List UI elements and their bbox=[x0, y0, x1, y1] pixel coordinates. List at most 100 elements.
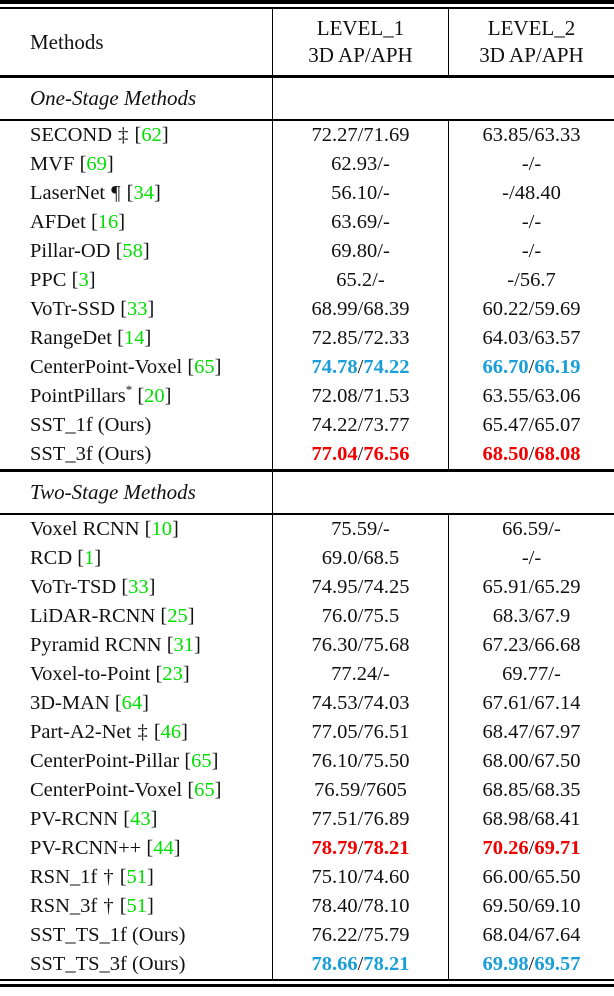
level2-cell-ap: 68.00 bbox=[482, 750, 529, 772]
level1-cell-ap: 77.05 bbox=[311, 721, 358, 743]
level1-cell-ap: 74.53 bbox=[311, 692, 358, 714]
level1-cell-ap: 69.80 bbox=[331, 240, 378, 262]
level1-cell-aph: 74.60 bbox=[363, 866, 410, 888]
slash-separator: / bbox=[528, 750, 535, 772]
slash-separator: / bbox=[528, 414, 535, 436]
table-row: Voxel RCNN [10] 75.59/- 66.59/- bbox=[0, 515, 614, 544]
level2-cell-aph: 69.10 bbox=[534, 895, 581, 917]
slash-separator: / bbox=[357, 837, 364, 859]
method-cell: Voxel RCNN [10] bbox=[0, 515, 272, 544]
method-name: PointPillars bbox=[30, 385, 126, 407]
level2-cell-aph: 65.07 bbox=[534, 414, 581, 436]
citation-number: 10 bbox=[151, 518, 173, 540]
header-level1-metric: 3D AP/APH bbox=[308, 43, 413, 67]
header-level2-title: LEVEL_2 bbox=[487, 16, 576, 40]
level2-cell: -/- bbox=[448, 237, 614, 266]
level1-cell: 74.78/74.22 bbox=[272, 353, 448, 382]
slash-separator: / bbox=[528, 211, 535, 233]
level2-cell: 70.26/69.71 bbox=[448, 834, 614, 863]
table-row: PPC [3] 65.2/- -/56.7 bbox=[0, 266, 614, 295]
method-name: MVF bbox=[30, 153, 75, 175]
level1-cell-aph: 76.51 bbox=[363, 721, 410, 743]
citation-open-bracket: [ bbox=[179, 750, 192, 772]
level1-cell-aph: - bbox=[383, 211, 390, 233]
level2-cell-aph: - bbox=[534, 211, 542, 233]
method-name: LaserNet bbox=[30, 182, 106, 204]
citation-close-bracket: ] bbox=[194, 634, 201, 656]
level2-cell-ap: 70.26 bbox=[482, 837, 529, 859]
level1-cell-ap: 76.30 bbox=[311, 634, 358, 656]
level2-cell-ap: 69.77 bbox=[502, 663, 549, 685]
level1-cell-aph: 73.77 bbox=[363, 414, 410, 436]
level1-cell-aph: 72.33 bbox=[363, 327, 410, 349]
citation-open-bracket: [ bbox=[110, 240, 123, 262]
level1-cell-ap: 78.66 bbox=[311, 953, 358, 975]
method-name: RSN_1f bbox=[30, 866, 98, 888]
citation-number: 25 bbox=[167, 605, 188, 627]
method-name: Part-A2-Net bbox=[30, 721, 132, 743]
level2-cell: 66.00/65.50 bbox=[448, 863, 614, 892]
level2-cell-aph: - bbox=[534, 240, 542, 262]
level2-cell: 68.47/67.97 bbox=[448, 718, 614, 747]
citation-open-bracket: [ bbox=[182, 356, 195, 378]
level1-cell: 56.10/- bbox=[272, 179, 448, 208]
table-row: Pillar-OD [58] 69.80/- -/- bbox=[0, 237, 614, 266]
citation-number: 33 bbox=[128, 576, 149, 598]
level2-cell: -/- bbox=[448, 208, 614, 237]
slash-separator: / bbox=[357, 924, 364, 946]
slash-separator: / bbox=[528, 779, 535, 801]
citation-open-bracket: [ bbox=[141, 837, 154, 859]
slash-separator: / bbox=[357, 298, 364, 320]
citation-number: 44 bbox=[153, 837, 174, 859]
table-row: SST_1f (Ours) 74.22/73.77 65.47/65.07 bbox=[0, 411, 614, 440]
header-level1-title: LEVEL_1 bbox=[316, 16, 405, 40]
table-row: CenterPoint-Voxel [65] 76.59/7605 68.85/68… bbox=[0, 776, 614, 805]
level2-cell: 69.77/- bbox=[448, 660, 614, 689]
citation-number: 65 bbox=[194, 779, 215, 801]
level1-cell: 76.0/75.5 bbox=[272, 602, 448, 631]
level2-cell-ap: 65.47 bbox=[482, 414, 529, 436]
method-cell: AFDet [16] bbox=[0, 208, 272, 237]
level1-cell-ap: 69.0 bbox=[321, 547, 358, 569]
level1-cell: 77.24/- bbox=[272, 660, 448, 689]
method-name: RSN_3f bbox=[30, 895, 98, 917]
level2-cell: 68.3/67.9 bbox=[448, 602, 614, 631]
method-cell: PV-RCNN++ [44] bbox=[0, 834, 272, 863]
slash-separator: / bbox=[548, 518, 554, 540]
section-header-two-stage: Two-Stage Methods bbox=[0, 472, 614, 513]
section-label: One-Stage Methods bbox=[30, 86, 197, 110]
citation-open-bracket: [ bbox=[114, 895, 127, 917]
slash-separator: / bbox=[357, 895, 364, 917]
slash-separator: / bbox=[528, 356, 535, 378]
table-row: 3D-MAN [64] 74.53/74.03 67.61/67.14 bbox=[0, 689, 614, 718]
citation-close-bracket: ] bbox=[118, 211, 126, 233]
citation-close-bracket: ] bbox=[150, 808, 158, 830]
citation-close-bracket: ] bbox=[187, 605, 195, 627]
citation-close-bracket: ] bbox=[144, 327, 152, 349]
method-name: Pyramid RCNN bbox=[30, 634, 162, 656]
method-cell: 3D-MAN [64] bbox=[0, 689, 272, 718]
slash-separator: / bbox=[528, 808, 535, 830]
level2-cell: 68.04/67.64 bbox=[448, 921, 614, 950]
slash-separator: / bbox=[528, 837, 535, 859]
level2-cell-ap: 63.85 bbox=[482, 124, 529, 146]
table-row: PV-RCNN [43] 77.51/76.89 68.98/68.41 bbox=[0, 805, 614, 834]
citation-close-bracket: ] bbox=[214, 356, 222, 378]
citation-close-bracket: ] bbox=[161, 124, 169, 146]
section-divider-line bbox=[272, 472, 614, 513]
slash-separator: / bbox=[528, 443, 535, 465]
method-cell: CenterPoint-Voxel [65] bbox=[0, 353, 272, 382]
level1-cell-ap: 72.27 bbox=[311, 124, 358, 146]
level1-cell: 68.99/68.39 bbox=[272, 295, 448, 324]
table-row: LaserNet ¶ [34] 56.10/- -/48.40 bbox=[0, 179, 614, 208]
citation-close-bracket: ] bbox=[182, 663, 190, 685]
level2-cell-aph: 69.71 bbox=[534, 837, 581, 859]
level2-cell-aph: - bbox=[554, 518, 561, 540]
citation-close-bracket: ] bbox=[147, 895, 154, 917]
slash-separator: / bbox=[357, 576, 364, 598]
level2-cell: 69.50/69.10 bbox=[448, 892, 614, 921]
citation-number: 65 bbox=[194, 356, 215, 378]
citation-open-bracket: [ bbox=[161, 634, 174, 656]
level1-cell-aph: 76.89 bbox=[363, 808, 410, 830]
